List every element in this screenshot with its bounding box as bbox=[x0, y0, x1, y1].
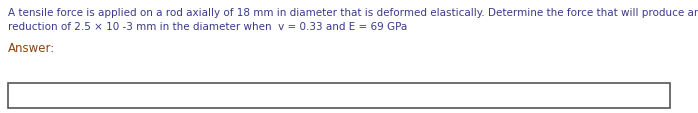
Text: A tensile force is applied on a rod axially of 18 mm in diameter that is deforme: A tensile force is applied on a rod axia… bbox=[8, 8, 698, 18]
Bar bbox=[8, 83, 670, 108]
Text: reduction of 2.5 × 10 -3 mm in the diameter when  v = 0.33 and E = 69 GPa: reduction of 2.5 × 10 -3 mm in the diame… bbox=[8, 22, 407, 32]
Text: Answer:: Answer: bbox=[8, 42, 55, 54]
